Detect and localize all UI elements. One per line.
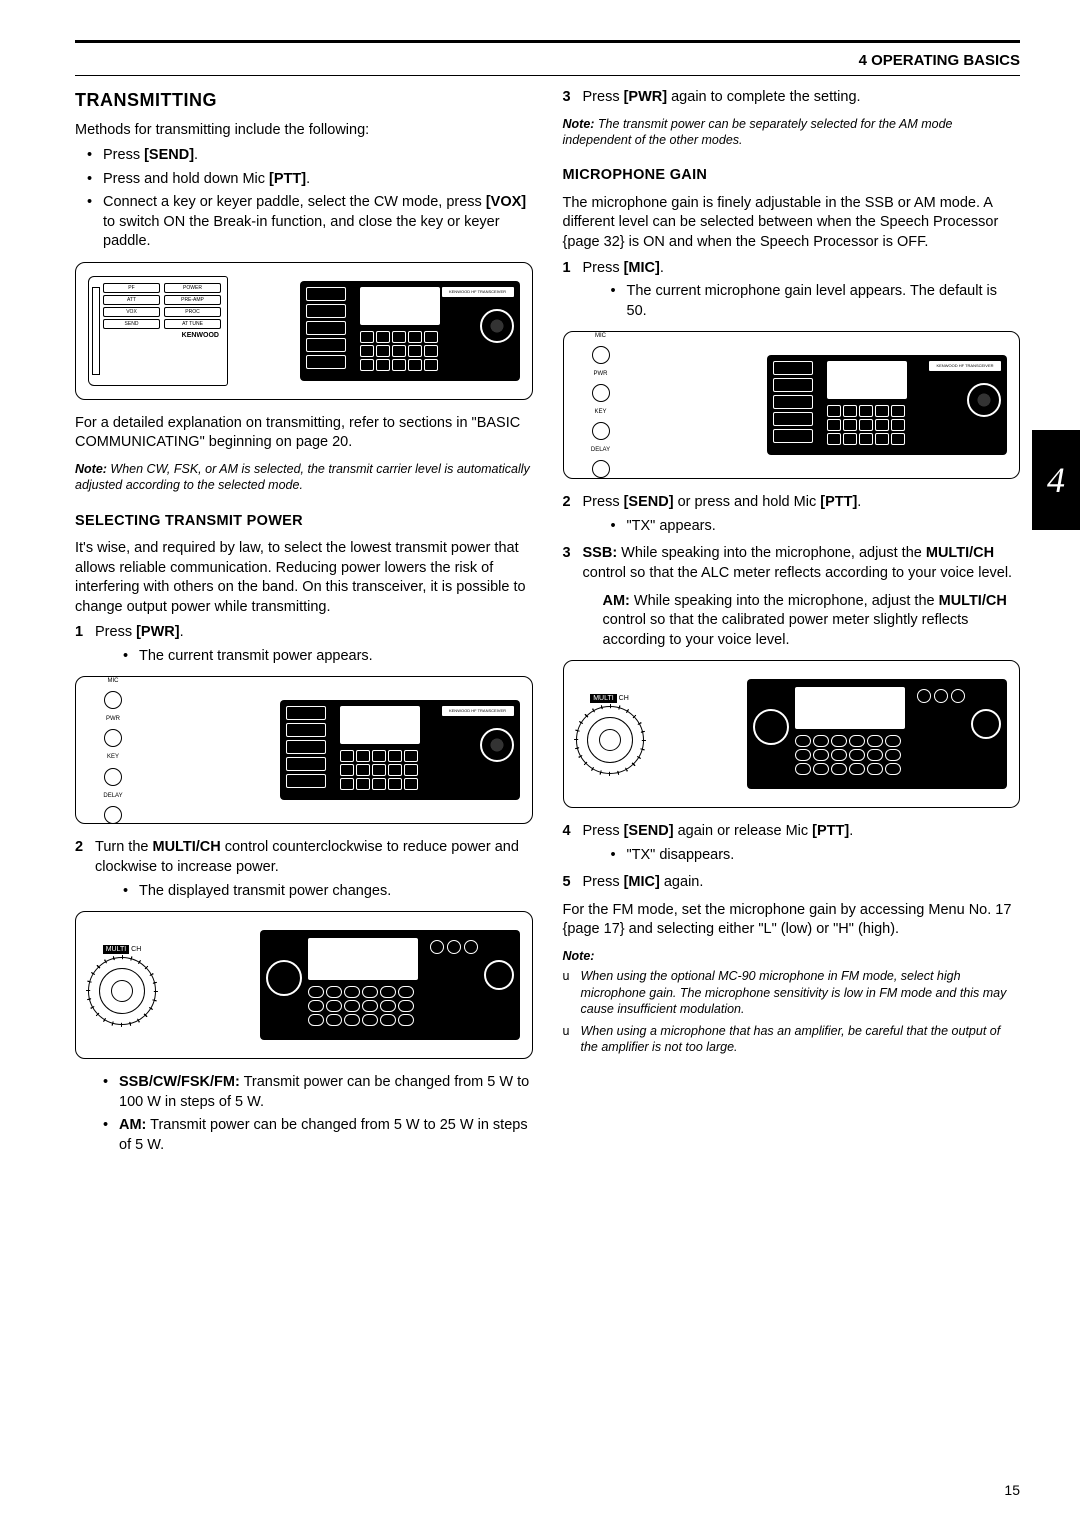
steps-list: 1Press [MIC]. The current microphone gai… xyxy=(563,259,1021,322)
figure-multi-knob: MULTI CH xyxy=(75,911,533,1059)
step-item: 3Press [PWR] again to complete the setti… xyxy=(563,88,1021,108)
list-item: SSB/CW/FSK/FM: Transmit power can be cha… xyxy=(103,1073,533,1112)
step-item: 4Press [SEND] again or release Mic [PTT]… xyxy=(563,822,1021,865)
steps-list: 4Press [SEND] again or release Mic [PTT]… xyxy=(563,822,1021,893)
radio-body-icon: KENWOOD HF TRANSCEIVER xyxy=(280,700,520,800)
figure-mic-knobs: MIC PWR KEY DELAY KENWOOD HF TRANSCEIVER xyxy=(563,331,1021,479)
note-list: When using the optional MC-90 microphone… xyxy=(563,968,1021,1055)
list-item: Connect a key or keyer paddle, select th… xyxy=(87,193,533,252)
note-item: When using a microphone that has an ampl… xyxy=(563,1023,1021,1056)
note-text: Note: When CW, FSK, or AM is selected, t… xyxy=(75,461,533,494)
content-columns: TRANSMITTING Methods for transmitting in… xyxy=(75,88,1020,1165)
step-item: 2Turn the MULTI/CH control counterclockw… xyxy=(75,838,533,901)
sub-item: "TX" appears. xyxy=(611,517,1021,537)
step-item: 2Press [SEND] or press and hold Mic [PTT… xyxy=(563,493,1021,536)
steps-list: 1Press [PWR]. The current transmit power… xyxy=(75,623,533,666)
chapter-tab: 4 xyxy=(1032,430,1080,530)
body-text: The microphone gain is finely adjustable… xyxy=(563,194,1021,253)
section-title: TRANSMITTING xyxy=(75,88,533,112)
multi-knob-icon: MULTI CH xyxy=(88,945,156,1025)
note-text: Note: The transmit power can be separate… xyxy=(563,116,1021,149)
body-text: It's wise, and required by law, to selec… xyxy=(75,539,533,617)
list-item: AM: Transmit power can be changed from 5… xyxy=(103,1116,533,1155)
steps-list: 3Press [PWR] again to complete the setti… xyxy=(563,88,1021,108)
front-panel-icon: PFPOWER ATTPRE-AMP VOXPROC SENDAT TUNE K… xyxy=(88,276,228,386)
subsection-title: MICROPHONE GAIN xyxy=(563,166,1021,186)
radio-body-icon: KENWOOD HF TRANSCEIVER xyxy=(300,281,520,381)
steps-list: 2Turn the MULTI/CH control counterclockw… xyxy=(75,838,533,901)
radio-body-icon xyxy=(260,930,520,1040)
knob-column-icon: MIC PWR KEY DELAY xyxy=(576,332,626,478)
multi-knob-icon: MULTI CH xyxy=(576,694,644,774)
subsection-title: SELECTING TRANSMIT POWER xyxy=(75,512,533,532)
body-text: AM: While speaking into the microphone, … xyxy=(583,592,1021,651)
intro-text: Methods for transmitting include the fol… xyxy=(75,121,533,141)
step-item: 1Press [PWR]. The current transmit power… xyxy=(75,623,533,666)
list-item: Press [SEND]. xyxy=(87,146,533,166)
sub-item: The current microphone gain level appear… xyxy=(611,282,1021,321)
methods-list: Press [SEND]. Press and hold down Mic [P… xyxy=(75,146,533,252)
body-text: For a detailed explanation on transmitti… xyxy=(75,414,533,453)
right-column: 3Press [PWR] again to complete the setti… xyxy=(563,88,1021,1165)
step-item: 1Press [MIC]. The current microphone gai… xyxy=(563,259,1021,322)
left-column: TRANSMITTING Methods for transmitting in… xyxy=(75,88,533,1165)
radio-body-icon: KENWOOD HF TRANSCEIVER xyxy=(767,355,1007,455)
list-item: Press and hold down Mic [PTT]. xyxy=(87,170,533,190)
sub-item: The displayed transmit power changes. xyxy=(123,882,533,902)
knob-column-icon: MIC PWR KEY DELAY xyxy=(88,677,138,823)
figure-multi-knob-2: MULTI CH xyxy=(563,660,1021,808)
steps-list: 2Press [SEND] or press and hold Mic [PTT… xyxy=(563,493,1021,650)
note-item: When using the optional MC-90 microphone… xyxy=(563,968,1021,1017)
page-header: 4 OPERATING BASICS xyxy=(75,40,1020,76)
body-text: For the FM mode, set the microphone gain… xyxy=(563,901,1021,940)
sub-item: The current transmit power appears. xyxy=(123,647,533,667)
note-lead: Note: xyxy=(563,948,1021,964)
mode-list: SSB/CW/FSK/FM: Transmit power can be cha… xyxy=(75,1073,533,1155)
step-item: 5Press [MIC] again. xyxy=(563,873,1021,893)
page-number: 15 xyxy=(1004,1481,1020,1500)
chapter-title: 4 OPERATING BASICS xyxy=(75,51,1020,71)
figure-transceiver-panel: PFPOWER ATTPRE-AMP VOXPROC SENDAT TUNE K… xyxy=(75,262,533,400)
figure-pwr-knobs: MIC PWR KEY DELAY KENWOOD HF TRANSCEIVER xyxy=(75,676,533,824)
sub-item: "TX" disappears. xyxy=(611,846,1021,866)
radio-body-icon xyxy=(747,679,1007,789)
step-item: 3SSB: While speaking into the microphone… xyxy=(563,544,1021,650)
